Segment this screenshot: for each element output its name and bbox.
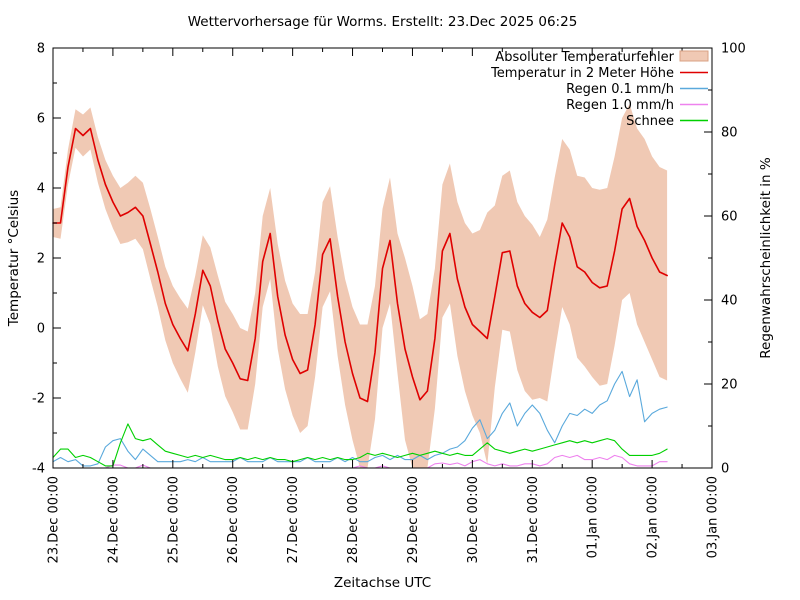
y-axis-left: -4 -2 0 2 4 6 8 Temperatur °Celsius: [6, 42, 61, 477]
x-tick-label: 31.Dec 00:00: [526, 476, 541, 563]
y-right-tick-label: 100: [721, 42, 746, 57]
series-line-temperature: [52, 127, 668, 403]
x-axis-title: Zeitachse UTC: [334, 575, 431, 591]
y-right-tick-label: 60: [721, 210, 738, 225]
series-line-snow: [52, 423, 668, 467]
legend-item-snow: Schnee: [626, 114, 708, 129]
legend-label: Temperatur in 2 Meter Höhe: [490, 66, 674, 81]
x-tick-label: 03.Jan 00:00: [706, 476, 721, 558]
y-left-tick-label: -4: [32, 462, 45, 477]
y-right-axis-title: Regenwahrscheinlichkeit in %: [758, 157, 774, 359]
y-left-tick-label: 4: [37, 182, 45, 197]
legend-label: Absoluter Temperaturfehler: [495, 50, 674, 65]
x-tick-label: 25.Dec 00:00: [166, 476, 181, 563]
legend-item-temperature: Temperatur in 2 Meter Höhe: [490, 66, 708, 81]
x-tick-label: 29.Dec 00:00: [406, 476, 421, 563]
series-band-temperature-error: [53, 104, 668, 468]
y-left-tick-label: -2: [32, 392, 45, 407]
legend-item-rain01: Regen 0.1 mm/h: [566, 82, 708, 97]
x-tick-label: 01.Jan 00:00: [586, 476, 601, 558]
y-left-tick-label: 0: [37, 322, 45, 337]
x-tick-label: 23.Dec 00:00: [47, 476, 62, 563]
x-tick-label: 24.Dec 00:00: [106, 476, 121, 563]
legend-swatch-band: [679, 50, 709, 62]
legend-item-band: Absoluter Temperaturfehler: [495, 50, 709, 65]
y-right-tick-label: 20: [721, 378, 738, 393]
y-axis-right: 0 20 40 60 80 100 Regenwahrscheinlichkeit in %: [704, 42, 774, 477]
y-left-tick-label: 8: [37, 42, 45, 57]
x-tick-label: 30.Dec 00:00: [466, 476, 481, 563]
series-line-rain01: [52, 370, 668, 467]
y-left-tick-label: 2: [37, 252, 45, 267]
y-left-tick-label: 6: [37, 112, 45, 127]
legend-item-rain10: Regen 1.0 mm/h: [566, 98, 708, 113]
legend-label: Regen 0.1 mm/h: [566, 82, 674, 97]
y-right-tick-label: 40: [721, 294, 738, 309]
y-right-tick-label: 80: [721, 126, 738, 141]
legend-label: Schnee: [626, 114, 674, 129]
x-tick-label: 28.Dec 00:00: [346, 476, 361, 563]
x-tick-label: 02.Jan 00:00: [646, 476, 661, 558]
x-tick-label: 26.Dec 00:00: [226, 476, 241, 563]
chart-title-text: Wettervorhersage für Worms. Erstellt: 23…: [188, 14, 578, 30]
y-left-axis-title: Temperatur °Celsius: [6, 190, 22, 327]
x-tick-label: 27.Dec 00:00: [286, 476, 301, 563]
legend-label: Regen 1.0 mm/h: [566, 98, 674, 113]
y-right-tick-label: 0: [721, 462, 729, 477]
x-axis: 23.Dec 00:00 24.Dec 00:00 25.Dec 00:00 26.D…: [47, 48, 721, 591]
chart-title: Wettervorhersage für Worms. Erstellt: 23…: [188, 14, 578, 30]
